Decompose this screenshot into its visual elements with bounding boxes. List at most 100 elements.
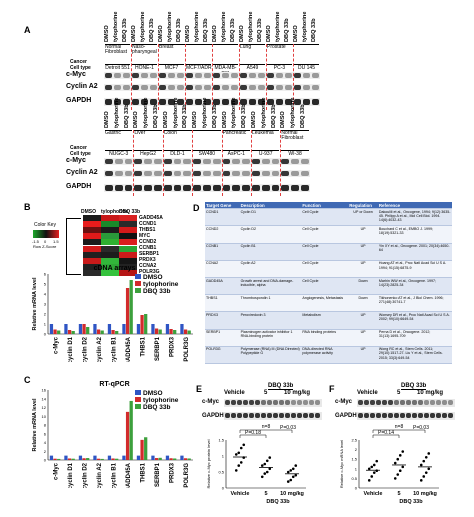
data-point: [289, 478, 293, 482]
data-point: [242, 443, 246, 447]
x-tick-label: cyclin A2: [97, 462, 103, 488]
blot-band: [267, 99, 274, 105]
blot-band: [406, 413, 411, 418]
y-tick-label: 0.5: [351, 476, 357, 481]
table-cell: Yin XY et al., Oncogene. 2001; 20(34):46…: [377, 243, 452, 261]
data-point: [289, 469, 293, 472]
cell-separator: [251, 130, 252, 196]
table-row: THBS1 Thrombospondin 1 Angiogenesis, Metas…: [205, 294, 452, 313]
lane-label: DMSO: [221, 111, 228, 128]
lane-label: DBQ 33b: [149, 18, 155, 42]
heatmap-gene-label: PRDX3: [139, 257, 156, 264]
blot-band: [436, 400, 441, 405]
table-row: PRDX3 Peroxiredoxin 3 Metabolism UP Wonsey D…: [205, 311, 452, 330]
blot-band: [242, 159, 250, 164]
lane-label: tylophorine: [260, 97, 267, 128]
blot-band: [442, 400, 447, 405]
bar: [71, 458, 75, 460]
blot-band: [430, 413, 435, 418]
blot-band: [273, 400, 278, 405]
cell-separator: [266, 44, 267, 110]
blot-band: [291, 159, 299, 164]
blot-band: [364, 413, 369, 418]
x-tick-label: GADD45A: [126, 462, 132, 488]
bar: [107, 455, 112, 460]
heatmap-cell: [119, 227, 137, 234]
data-point: [291, 475, 295, 479]
blot-band: [312, 73, 319, 78]
x-tick-label: cyclin D1: [68, 336, 74, 362]
blot-band: [376, 400, 381, 405]
bar: [71, 331, 75, 334]
heatmap-gene-label: MYC: [139, 232, 151, 239]
blot-band: [291, 171, 299, 176]
data-point: [286, 480, 290, 483]
heatmap-cell: [119, 239, 137, 246]
x-tick-label: cyclin B1: [111, 336, 117, 362]
bar: [140, 439, 144, 460]
blot-band: [294, 99, 301, 105]
x-tick-label: 10 mg/kg: [280, 491, 304, 497]
blot-band: [105, 85, 112, 90]
blot-band: [232, 159, 241, 164]
table-cell: UP: [348, 346, 378, 364]
blot-strip-gapdh: [104, 184, 310, 192]
table-cell: Down: [348, 277, 378, 296]
blot-band: [370, 413, 375, 418]
row-label-cell-type: Cell type: [70, 65, 91, 71]
blot-band: [195, 99, 202, 105]
blot-band: [285, 400, 290, 405]
row-label-cyclin_a2: Cyclin A2: [66, 83, 98, 90]
table-cell: UP: [348, 243, 378, 261]
blot-band: [154, 171, 162, 176]
bar: [173, 458, 177, 460]
bar: [49, 455, 54, 460]
data-point: [294, 464, 298, 467]
blot-band: [242, 185, 250, 191]
table-cell: Cell Cycle: [301, 225, 349, 244]
bar: [115, 331, 119, 334]
bar: [57, 330, 61, 334]
cell-line-label: AsPC-1: [222, 150, 250, 157]
table-cell: Wong RC et al., Stem Cells. 2011; 29(10)…: [377, 346, 452, 364]
lane-label: DBQ 33b: [211, 104, 218, 128]
row-label-cell-type: Cell type: [70, 151, 91, 157]
lane-label: DMSO: [104, 25, 110, 42]
blot-band: [394, 413, 399, 418]
blot-strip-cmyc: [224, 399, 322, 407]
blot-band: [358, 413, 363, 418]
cell-separator: [293, 44, 294, 110]
y-tick-label: 2.5: [351, 438, 357, 443]
blot-band: [141, 73, 148, 78]
lane-label: DBQ 33b: [270, 104, 277, 128]
table-cell: DNA-directed RNA polymerase activity: [301, 346, 349, 364]
lane-label: tylophorine: [275, 11, 281, 42]
blot-band: [183, 159, 192, 164]
data-point: [370, 475, 374, 478]
legend-swatch: [135, 274, 141, 279]
blot-strip-cmyc: [357, 399, 455, 407]
heatmap-cell: [101, 251, 119, 258]
table-cell: Growth arrest and DNA-damage-inducible, …: [239, 277, 302, 296]
blot-band: [193, 185, 201, 191]
p-value: P=0.14: [378, 430, 394, 436]
heatmap-cell: [83, 269, 101, 276]
data-point: [398, 469, 402, 473]
table-row: CCNB1 Cyclin B1 Cell Cycle UP Yin XY et al.,…: [205, 243, 452, 261]
blot-band: [388, 400, 393, 405]
blot-band: [412, 400, 417, 405]
gapdh-label: GAPDH: [202, 413, 224, 419]
x-tick-label: GADD45A: [126, 336, 132, 362]
lane-label: tylophorine: [302, 11, 308, 42]
cell-line-label: SW480: [193, 150, 221, 157]
row-label-gapdh: GAPDH: [66, 97, 92, 104]
blot-band: [261, 413, 266, 418]
lane-label: DMSO: [162, 111, 169, 128]
x-tick-label: POLR3G: [184, 463, 190, 488]
blot-band: [412, 413, 417, 418]
panel-d-label: D: [193, 203, 200, 213]
drug-label: DBQ 33b: [268, 383, 294, 390]
blot-band: [186, 99, 193, 105]
table-header-cell: Description: [239, 202, 302, 210]
